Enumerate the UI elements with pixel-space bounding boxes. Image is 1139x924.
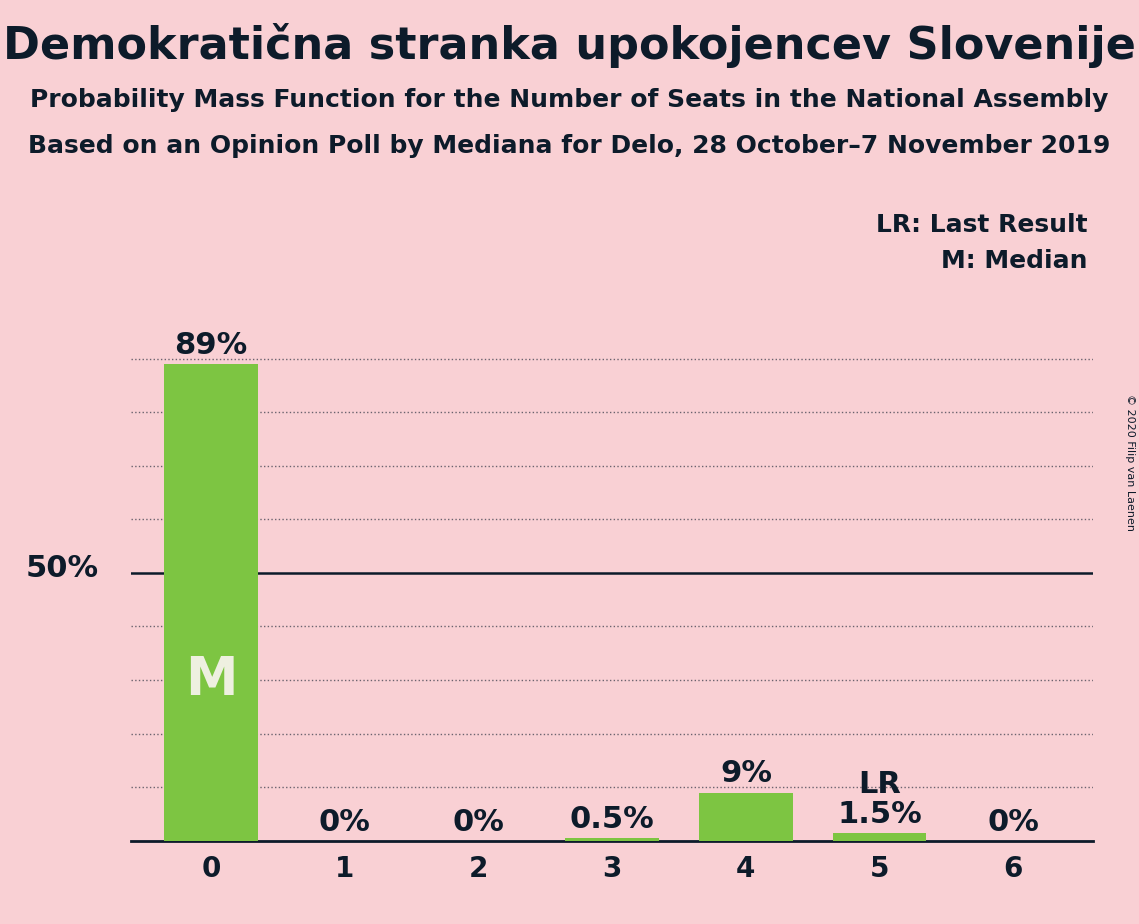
Bar	[699, 793, 793, 841]
Bar	[565, 838, 659, 841]
Text: 0%: 0%	[319, 808, 371, 836]
Text: Demokratična stranka upokojencev Slovenije: Demokratična stranka upokojencev Sloveni…	[3, 23, 1136, 68]
Text: Probability Mass Function for the Number of Seats in the National Assembly: Probability Mass Function for the Number…	[31, 88, 1108, 112]
Text: 89%: 89%	[174, 331, 248, 359]
Text: 9%: 9%	[720, 760, 772, 788]
Text: 0.5%: 0.5%	[570, 805, 655, 833]
Text: 50%: 50%	[26, 553, 99, 583]
Text: 0%: 0%	[988, 808, 1039, 836]
Text: 1.5%: 1.5%	[837, 799, 921, 829]
Text: 0%: 0%	[452, 808, 505, 836]
Text: M: M	[185, 654, 237, 706]
Bar	[164, 364, 257, 841]
Text: Based on an Opinion Poll by Mediana for Delo, 28 October–7 November 2019: Based on an Opinion Poll by Mediana for …	[28, 134, 1111, 158]
Text: M: Median: M: Median	[941, 249, 1088, 274]
Text: LR: Last Result: LR: Last Result	[876, 213, 1088, 237]
Text: LR: LR	[858, 770, 901, 799]
Bar	[833, 833, 926, 841]
Text: © 2020 Filip van Laenen: © 2020 Filip van Laenen	[1125, 394, 1134, 530]
